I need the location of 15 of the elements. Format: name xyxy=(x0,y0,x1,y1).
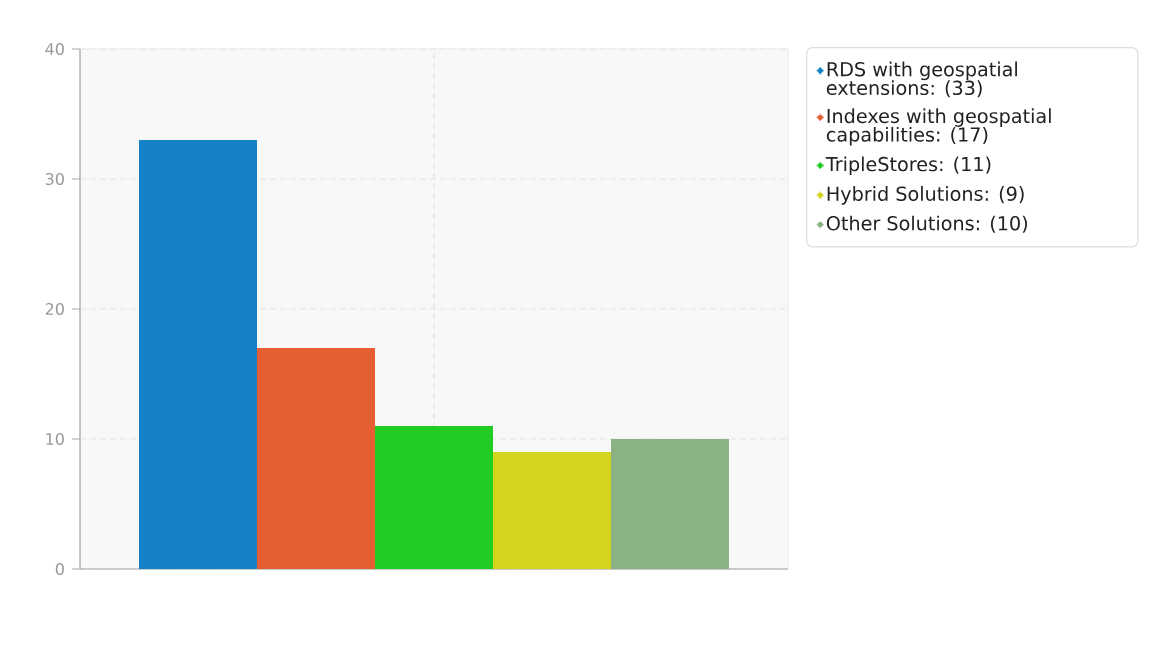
legend-label: Indexes with geospatial capabilities: (17) xyxy=(826,108,1051,146)
y-tick-label: 30 xyxy=(45,172,64,186)
bar xyxy=(375,426,494,569)
y-tick-label: 0 xyxy=(55,562,64,576)
legend-label: Other Solutions: (10) xyxy=(826,215,1028,233)
legend-label: Hybrid Solutions: (9) xyxy=(827,186,1024,205)
y-tick-label: 10 xyxy=(46,432,64,446)
bar xyxy=(493,452,612,569)
bar xyxy=(257,348,375,569)
bar xyxy=(611,439,730,569)
legend-label: RDS with geospatial extensions: (33) xyxy=(826,61,1017,98)
y-tick-label: 40 xyxy=(45,42,64,56)
bar xyxy=(139,140,258,569)
y-tick-label: 20 xyxy=(45,302,64,316)
legend-label: TripleStores: (11) xyxy=(825,156,991,176)
